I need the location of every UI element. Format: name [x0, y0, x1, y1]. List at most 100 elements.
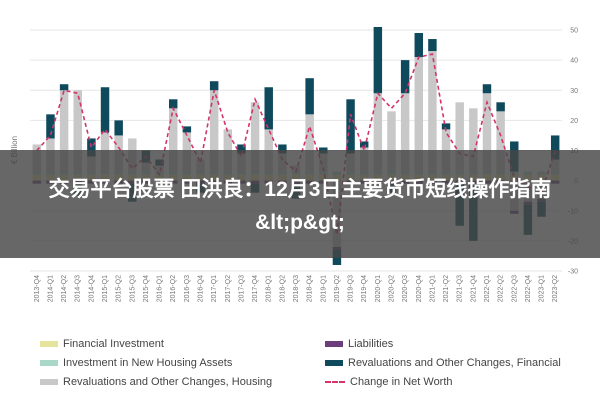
bar-segment	[414, 57, 423, 172]
legend: Financial Investment Liabilities Investm…	[0, 334, 600, 396]
legend-label: Revaluations and Other Changes, Housing	[63, 376, 273, 388]
legend-item-reval-financial: Revaluations and Other Changes, Financia…	[325, 357, 561, 369]
bar-segment	[209, 81, 219, 91]
x-tick-label: 2023-Q1	[539, 275, 546, 302]
x-tick-label: 2015-Q3	[129, 275, 136, 302]
legend-swatch	[325, 341, 343, 347]
x-tick-label: 2019-Q4	[361, 275, 368, 302]
x-tick-label: 2020-Q2	[388, 275, 395, 302]
x-tick-label: 2017-Q3	[238, 275, 245, 302]
bar-segment	[482, 84, 492, 94]
bar-segment	[169, 108, 178, 172]
legend-label: Investment in New Housing Assets	[63, 357, 233, 369]
bar-segment	[182, 126, 192, 133]
bar-segment	[428, 51, 437, 172]
bar-segment	[441, 123, 451, 130]
x-tick-label: 2021-Q3	[457, 275, 464, 302]
x-tick-label: 2014-Q2	[61, 275, 68, 302]
x-tick-label: 2015-Q2	[116, 275, 123, 302]
bar-segment	[250, 102, 260, 172]
x-tick-label: 2020-Q4	[416, 275, 423, 302]
bar-segment	[59, 84, 69, 91]
x-tick-label: 2019-Q3	[348, 275, 355, 302]
x-tick-label: 2015-Q4	[143, 275, 150, 302]
x-tick-label: 2022-Q4	[525, 275, 532, 302]
legend-swatch	[325, 360, 343, 366]
x-tick-label: 2018-Q4	[307, 275, 314, 302]
bar-segment	[114, 120, 123, 136]
x-tick-label: 2016-Q2	[170, 275, 177, 302]
legend-swatch	[40, 341, 58, 347]
banner-title: 交易平台股票 田洪良：12月3日主要货币短线操作指南	[48, 178, 552, 201]
x-tick-label: 2022-Q1	[484, 275, 491, 302]
x-tick-label: 2018-Q3	[293, 275, 300, 302]
y-tick-label: 50	[570, 28, 578, 35]
x-tick-label: 2013-Q4	[34, 275, 41, 302]
bar-segment	[359, 141, 369, 148]
legend-swatch	[40, 379, 58, 385]
legend-swatch	[40, 360, 58, 366]
bar-segment	[209, 90, 219, 172]
x-tick-label: 2022-Q3	[511, 275, 518, 302]
bar-segment	[373, 26, 383, 94]
x-tick-label: 2020-Q3	[402, 275, 409, 302]
bar-segment	[264, 87, 273, 130]
x-tick-label: 2023-Q2	[552, 275, 559, 302]
x-tick-label: 2017-Q4	[252, 275, 259, 302]
bar-segment	[346, 99, 355, 154]
bar-segment	[169, 99, 178, 109]
x-tick-label: 2021-Q2	[443, 275, 450, 302]
overlay-banner: 交易平台股票 田洪良：12月3日主要货币短线操作指南 &lt;p&gt;	[0, 150, 600, 258]
bar-segment	[414, 33, 423, 58]
bar-segment	[469, 108, 478, 172]
x-tick-label: 2015-Q1	[102, 275, 109, 302]
y-tick-label: 30	[570, 88, 578, 95]
bar-segment	[455, 102, 464, 172]
bar-segment	[59, 90, 69, 172]
bar-segment	[387, 111, 396, 172]
bar-segment	[373, 93, 383, 172]
bar-segment	[496, 111, 505, 172]
x-tick-label: 2016-Q3	[184, 275, 191, 302]
y-tick-label: -30	[568, 269, 578, 276]
legend-item-liabilities: Liabilities	[325, 338, 393, 350]
legend-item-net-worth: Change in Net Worth	[325, 376, 453, 388]
legend-label: Change in Net Worth	[350, 376, 453, 388]
x-tick-label: 2014-Q4	[88, 275, 95, 302]
bar-segment	[278, 144, 287, 154]
bar-segment	[428, 39, 437, 52]
legend-label: Financial Investment	[63, 338, 164, 350]
legend-item-financial-investment: Financial Investment	[40, 338, 164, 350]
x-tick-label: 2021-Q1	[429, 275, 436, 302]
legend-label: Liabilities	[348, 338, 394, 350]
x-tick-label: 2019-Q2	[334, 275, 341, 302]
x-tick-label: 2018-Q1	[266, 275, 273, 302]
x-tick-label: 2020-Q1	[375, 275, 382, 302]
x-tick-label: 2016-Q4	[198, 275, 205, 302]
bar-segment	[550, 135, 560, 160]
x-tick-label: 2014-Q3	[75, 275, 82, 302]
x-tick-label: 2014-Q1	[47, 275, 54, 302]
x-tick-label: 2019-Q1	[320, 275, 327, 302]
bar-segment	[482, 93, 492, 172]
bar-segment	[305, 114, 314, 172]
x-tick-label: 2022-Q2	[498, 275, 505, 302]
legend-item-reval-housing: Revaluations and Other Changes, Housing	[40, 376, 272, 388]
banner-subtitle: &lt;p&gt;	[255, 211, 345, 234]
bar-segment	[400, 60, 410, 94]
bar-segment	[100, 87, 110, 133]
bar-segment	[73, 90, 82, 172]
x-tick-labels: 2013-Q4 2014-Q1 2014-Q2 2014-Q3 2014-Q4 2015-…	[34, 275, 559, 302]
x-tick-label: 2018-Q2	[279, 275, 286, 302]
bar-segment	[237, 144, 246, 154]
x-tick-label: 2017-Q1	[211, 275, 218, 302]
bar-segment	[305, 78, 314, 115]
legend-dash	[325, 381, 345, 383]
bar-segment	[46, 114, 55, 139]
legend-label: Revaluations and Other Changes, Financia…	[348, 357, 561, 369]
y-tick-label: 40	[570, 58, 578, 65]
y-tick-label: 20	[570, 118, 578, 125]
x-tick-label: 2016-Q1	[157, 275, 164, 302]
x-tick-label: 2017-Q2	[225, 275, 232, 302]
bar-segment	[496, 102, 505, 112]
